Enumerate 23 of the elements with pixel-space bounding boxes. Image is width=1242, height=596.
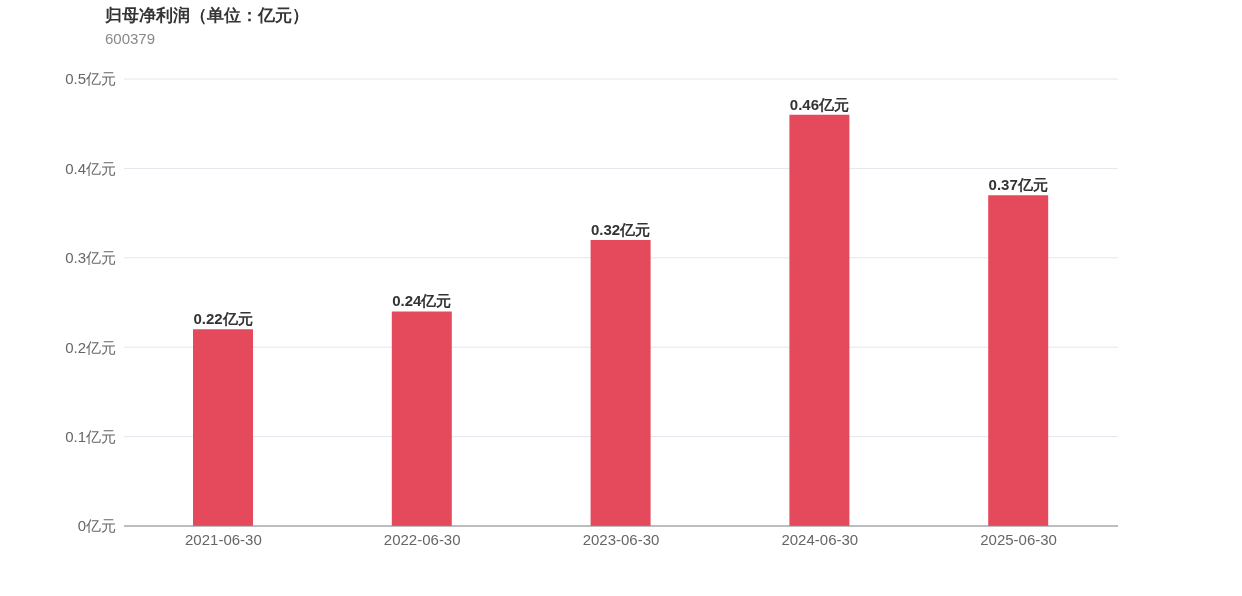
data-label: 0.46亿元 (789, 95, 849, 113)
x-tick-label: 2025-06-30 (980, 530, 1057, 548)
y-tick-label: 0.4亿元 (65, 159, 116, 177)
y-tick-label: 0.3亿元 (65, 249, 116, 267)
bar (590, 239, 651, 526)
y-tick-label: 0.2亿元 (65, 338, 116, 356)
bar (391, 311, 452, 526)
data-label: 0.24亿元 (392, 292, 452, 310)
y-tick-label: 0.1亿元 (65, 427, 116, 445)
data-label: 0.22亿元 (193, 310, 253, 328)
bar (988, 195, 1049, 526)
y-tick-label: 0.5亿元 (65, 70, 116, 88)
chart-title: 归母净利润（单位：亿元） (105, 5, 309, 27)
y-tick-label: 0亿元 (77, 517, 116, 535)
x-tick-label: 2022-06-30 (383, 530, 461, 548)
x-tick-label: 2024-06-30 (781, 530, 859, 548)
bar (193, 329, 253, 526)
x-tick-label: 2021-06-30 (185, 530, 262, 548)
bar (789, 114, 850, 526)
data-label: 0.37亿元 (988, 176, 1048, 194)
x-tick-label: 2023-06-30 (582, 530, 660, 548)
data-label: 0.32亿元 (591, 220, 651, 238)
chart-subtitle: 600379 (105, 30, 156, 47)
